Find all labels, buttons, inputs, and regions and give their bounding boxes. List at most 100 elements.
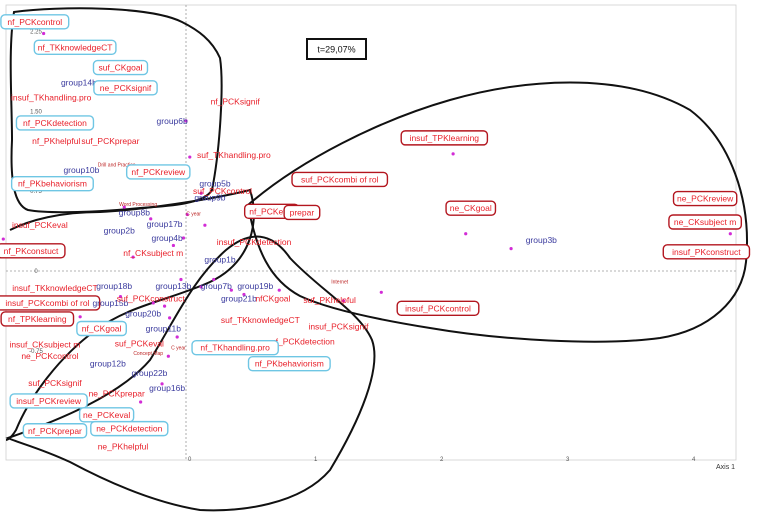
point-label: nf_PKhelpful <box>32 136 80 146</box>
data-point: prepar <box>283 204 321 221</box>
point-label: nf_PCKreview <box>131 167 186 177</box>
point-label: nf_TKknowledgeCT <box>38 42 113 52</box>
point-label: group18b <box>96 281 132 291</box>
annotation-box <box>306 38 367 60</box>
label-box <box>396 300 480 316</box>
plot-frame <box>5 4 737 461</box>
data-point: suf_PCKprepar <box>81 136 139 146</box>
label-box <box>0 295 101 311</box>
point-label: ne_PCKprepar <box>89 388 145 398</box>
data-point: nf_TPKlearning <box>0 311 75 327</box>
y-tick-label: -0.75 <box>29 349 43 355</box>
point-label: suf_PCKprepar <box>81 136 139 146</box>
point-label: insuf_PCKcombi of rol <box>5 298 89 308</box>
data-point: nf_CKgoal <box>76 320 127 337</box>
data-point: insuf_TKhandling.pro <box>11 92 92 102</box>
label-box <box>9 393 88 409</box>
data-point: suf_PCKdetection <box>267 336 335 346</box>
data-point: ne_PCKreview <box>672 190 738 207</box>
cluster-outlines <box>5 7 748 512</box>
data-point: ne_PKhelpful <box>98 442 149 452</box>
label-box <box>445 200 497 216</box>
data-point: nf_PCKcontrol <box>0 14 70 30</box>
data-point: group13b <box>155 281 191 291</box>
data-point: suf_CKgoal <box>92 59 149 76</box>
data-point: group17b <box>147 219 183 229</box>
point-label: C year <box>171 346 186 352</box>
data-point: suf_TKhandling.pro <box>197 150 271 160</box>
x-tick-label: 4 <box>692 457 696 463</box>
point-label: group2b <box>104 226 135 236</box>
data-point: group12b <box>90 359 126 369</box>
point-label: suf_PCKsignif <box>28 378 82 388</box>
cluster-outline-left-middle <box>5 188 255 441</box>
point-label: group8b <box>119 207 150 217</box>
point-label: group16b <box>149 383 185 393</box>
point-label: ne_CKsubject m <box>674 217 736 227</box>
data-point: insuf_PKconstruct <box>662 244 751 260</box>
label-box <box>22 423 88 439</box>
point-label: suf_PCKcontrol <box>193 186 252 196</box>
point-label: group22b <box>131 368 167 378</box>
point-marker <box>199 285 203 289</box>
data-point: ne_PCKdetection <box>90 420 169 437</box>
label-box <box>93 80 158 96</box>
point-label: insuf_TPKlearning <box>410 133 480 143</box>
point-label: nf_PCKprepar <box>28 426 82 436</box>
point-marker <box>122 205 126 209</box>
point-marker <box>139 400 143 404</box>
x-tick-label: 1 <box>314 457 318 463</box>
data-point: C year <box>186 211 201 217</box>
data-point: nf_PCKprepar <box>22 423 88 439</box>
point-marker <box>181 236 186 240</box>
point-marker <box>118 294 123 299</box>
point-marker <box>464 232 468 236</box>
annotation-text: t=29,07% <box>317 45 355 55</box>
label-box <box>90 420 169 437</box>
data-point: group9b <box>194 193 225 203</box>
point-marker <box>188 155 192 159</box>
data-point: Concept Map <box>133 351 163 357</box>
point-label: insuf_TKhandling.pro <box>11 92 92 102</box>
point-label: ne_PCKcontrol <box>21 351 78 361</box>
point-label: insuf_CKsubject m <box>9 339 80 349</box>
y-tick-label: 1.50 <box>30 109 42 115</box>
point-label: suf_PKhelpful <box>303 295 356 305</box>
point-label: Internet <box>331 280 349 286</box>
data-point: group3b <box>526 235 557 245</box>
label-box <box>125 164 191 180</box>
data-point: group7b <box>201 281 232 291</box>
data-point: suf_PCKcombi of rol <box>291 171 389 188</box>
label-box <box>283 204 321 221</box>
point-label: group11b <box>146 324 182 334</box>
point-marker <box>728 232 732 236</box>
point-label: group14b <box>61 77 97 87</box>
data-point: insuf_PCKsignif <box>308 321 369 331</box>
point-marker <box>242 292 246 297</box>
label-box <box>191 339 279 356</box>
point-marker <box>131 255 135 259</box>
point-label: C year <box>186 211 201 217</box>
point-label: suf_PCKeval <box>115 338 164 348</box>
data-point: ne_PCKsignif <box>93 80 158 96</box>
point-label: Drill and Practice <box>98 162 136 168</box>
data-point: group15b <box>92 298 128 308</box>
data-point: suf_PCKeval <box>115 338 164 348</box>
point-label: prepar <box>290 207 315 217</box>
point-label: group4b <box>151 233 182 243</box>
point-label: group5b <box>199 179 230 189</box>
data-point: group5b <box>199 179 230 189</box>
x-axis-label: Axis 1 <box>716 464 735 471</box>
data-point: group11b <box>146 324 182 334</box>
data-point: nf_PKconstuct <box>0 243 66 259</box>
data-point: group14b <box>61 77 97 87</box>
point-label: nf_PCKdetection <box>23 118 87 128</box>
label-box <box>76 320 127 337</box>
point-label: group12b <box>90 359 126 369</box>
data-point: group16b <box>149 383 185 393</box>
point-label: insuf_PKconstruct <box>672 247 741 257</box>
data-point: nfCKgoal <box>255 294 290 304</box>
point-marker <box>185 212 189 217</box>
point-label: group13b <box>155 281 191 291</box>
point-label: suf_TKhandling.pro <box>197 150 271 160</box>
